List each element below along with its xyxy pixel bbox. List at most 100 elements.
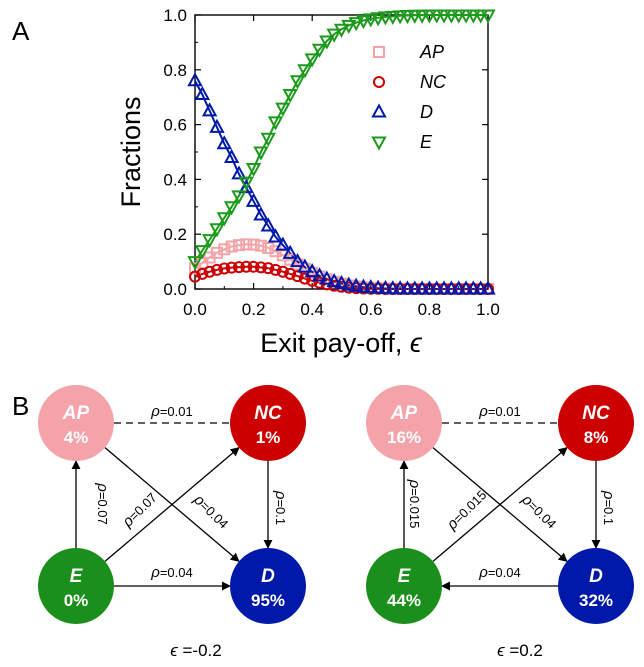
x-tick-label: 0.2: [242, 300, 266, 319]
node-label-e: E: [70, 566, 84, 587]
data-point-e: [304, 53, 320, 68]
panel-a-letter: A: [12, 16, 30, 46]
data-point-d: [275, 236, 291, 251]
plot-frame: [194, 14, 489, 290]
data-point-e: [363, 13, 379, 28]
node-d: [230, 548, 306, 624]
node-label-nc: NC: [254, 403, 282, 424]
data-point-e: [392, 10, 408, 25]
edge-label-ap-d: ρ=0.04: [518, 491, 560, 533]
node-percent-d: 95%: [251, 591, 285, 610]
series-line-e: [194, 14, 488, 263]
node-percent-nc: 1%: [256, 428, 281, 447]
series-line-d: [194, 80, 488, 290]
data-point-e: [216, 212, 232, 227]
node-ap: [38, 385, 114, 461]
data-point-d: [399, 280, 416, 295]
y-tick-label: 0.8: [163, 61, 187, 80]
data-point-nc: [189, 270, 201, 283]
data-point-e: [297, 64, 313, 79]
data-point-e: [458, 9, 474, 24]
data-point-d: [414, 280, 430, 295]
data-point-d: [458, 280, 474, 295]
y-tick-label: 1.0: [163, 6, 187, 25]
data-point-e: [187, 256, 203, 271]
data-point-ap: [247, 238, 260, 251]
data-point-d: [319, 270, 335, 285]
y-tick-label: 0.2: [163, 225, 187, 244]
data-point-d: [223, 148, 240, 163]
edge-ap-d: [432, 447, 568, 562]
data-point-d: [429, 280, 445, 295]
data-point-d: [465, 280, 482, 295]
data-point-ap: [232, 239, 245, 252]
data-point-nc: [254, 261, 267, 274]
data-point-nc: [203, 265, 216, 278]
data-point-d: [187, 72, 203, 87]
data-point-d: [370, 279, 386, 294]
data-point-d: [194, 85, 211, 100]
data-point-e: [326, 28, 342, 43]
data-point-e: [370, 12, 386, 27]
legend-label-d: D: [420, 102, 433, 122]
data-point-e: [194, 245, 211, 260]
data-point-e: [385, 10, 401, 25]
data-point-e: [267, 116, 284, 131]
data-point-d: [355, 278, 372, 293]
data-point-e: [480, 9, 496, 24]
data-point-nc: [225, 261, 238, 274]
edge-label-e-nc: ρ=0.015: [443, 487, 490, 534]
legend-marker-ap: [373, 46, 385, 58]
data-point-e: [355, 14, 372, 30]
data-point-d: [363, 279, 379, 294]
node-label-d: D: [261, 566, 275, 587]
node-percent-ap: 4%: [64, 428, 89, 447]
edge-label-ap-nc: ρ=0.01: [478, 403, 521, 420]
data-point-d: [238, 179, 254, 194]
data-point-e: [231, 190, 247, 205]
legend-label-e: E: [420, 132, 433, 152]
data-point-e: [472, 9, 489, 24]
legend-marker-d: [371, 103, 387, 118]
data-point-d: [311, 267, 328, 282]
diagram-caption: ϵ =0.2: [497, 641, 543, 660]
data-point-d: [304, 263, 320, 278]
data-point-ap: [254, 239, 267, 252]
data-point-e: [429, 9, 445, 24]
data-point-d: [267, 228, 284, 243]
node-nc: [230, 385, 306, 461]
data-point-e: [348, 17, 364, 32]
transition-diagram-left: ρ=0.01 ρ=0.07 ρ=0.07 ρ=0.04 ρ=0.1 ρ=0.04 AP 4% N…: [38, 385, 306, 660]
data-point-e: [238, 176, 254, 191]
node-label-e: E: [398, 566, 412, 587]
data-point-e: [253, 146, 269, 161]
edge-label-nc-d: ρ=0.1: [272, 490, 289, 525]
data-point-d: [260, 217, 276, 232]
data-point-d: [201, 102, 218, 117]
node-label-nc: NC: [582, 403, 610, 424]
data-point-d: [377, 279, 394, 294]
diagram-caption: ϵ =-0.2: [170, 641, 221, 660]
node-label-d: D: [589, 566, 603, 587]
x-tick-label: 0.4: [300, 300, 324, 319]
data-point-d: [480, 280, 496, 295]
data-point-d: [231, 165, 247, 180]
panel-b-letter: B: [12, 391, 29, 421]
data-point-e: [399, 10, 416, 25]
data-point-nc: [291, 270, 304, 283]
edge-label-ap-nc: ρ=0.01: [150, 403, 193, 420]
node-percent-ap: 16%: [387, 428, 421, 447]
data-point-d: [436, 280, 452, 295]
data-point-nc: [232, 261, 245, 274]
edge-label-ap-d: ρ=0.04: [190, 491, 232, 533]
edge-label-e-d: ρ=0.04: [150, 564, 193, 581]
data-point-ap: [240, 238, 253, 251]
data-point-nc: [269, 263, 282, 276]
x-tick-label: 0.8: [418, 300, 442, 319]
data-point-d: [216, 135, 232, 150]
data-point-d: [289, 253, 306, 268]
data-point-d: [253, 206, 269, 221]
node-e: [366, 548, 442, 624]
data-point-ap: [210, 246, 223, 259]
transition-diagram-right: ρ=0.01 ρ=0.015 ρ=0.015 ρ=0.04 ρ=0.1 ρ=0.04 AP 1…: [366, 385, 634, 660]
